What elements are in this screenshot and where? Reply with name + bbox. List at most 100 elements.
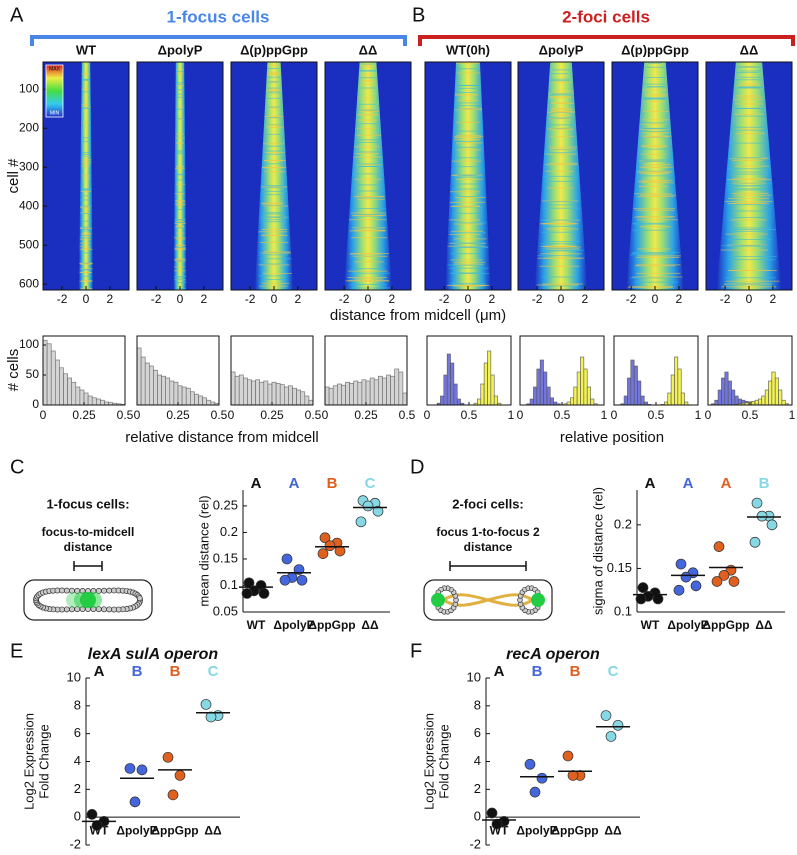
data-point bbox=[637, 582, 649, 593]
histogram-bar bbox=[580, 356, 585, 406]
y-tick-label: 100 bbox=[19, 81, 39, 95]
histogram-bar bbox=[336, 383, 342, 406]
significance-letter: A bbox=[494, 663, 505, 680]
x-tick-label: 1 bbox=[789, 408, 796, 422]
data-point bbox=[652, 593, 664, 605]
histogram-bar bbox=[161, 375, 167, 406]
x-tick-label: ΔpolyP bbox=[516, 823, 557, 837]
histogram-bar bbox=[100, 399, 105, 406]
y-tick-label: 0.1 bbox=[614, 603, 632, 618]
data-point bbox=[296, 574, 308, 586]
x-tick-label: ΔΔ bbox=[755, 618, 773, 632]
chromosome-bead bbox=[106, 587, 113, 594]
histogram-frame bbox=[519, 335, 605, 406]
histogram-bar bbox=[764, 389, 769, 406]
y-tick-label: 500 bbox=[19, 237, 39, 251]
x-tick-label: 0.5 bbox=[554, 408, 571, 422]
distance-bracket bbox=[449, 561, 527, 571]
histogram-bar bbox=[483, 362, 488, 406]
histogram-bar bbox=[63, 373, 68, 406]
heatmap-title: WT(0h) bbox=[446, 42, 490, 57]
chromosome-bead bbox=[106, 606, 113, 613]
data-point bbox=[690, 580, 702, 592]
chromosome-bead bbox=[101, 606, 108, 613]
x-tick-label: -2 bbox=[245, 292, 256, 306]
y-tick-label: 200 bbox=[19, 120, 39, 134]
header: 2-foci cells bbox=[562, 7, 650, 26]
data-point bbox=[243, 577, 255, 589]
histogram-bar bbox=[570, 397, 575, 406]
cartoon-caption: focus-to-midcell bbox=[42, 525, 135, 539]
histogram-bar bbox=[349, 383, 355, 406]
histogram-bar bbox=[717, 389, 722, 406]
histogram-bar bbox=[59, 367, 64, 406]
histogram-bar bbox=[149, 365, 154, 406]
x-tick-label: ΔΔ bbox=[604, 823, 622, 837]
histogram-bar bbox=[751, 401, 756, 406]
histogram-bar bbox=[365, 380, 371, 406]
histogram-bar bbox=[714, 399, 719, 406]
heatmap-title: WT bbox=[76, 42, 96, 57]
x-tick-label: ΔpolyP bbox=[116, 823, 157, 837]
histogram-bar bbox=[202, 397, 208, 406]
x-tick-label: 0 bbox=[40, 408, 47, 422]
data-point bbox=[605, 731, 617, 742]
data-point bbox=[86, 809, 98, 820]
y-axis-label: Fold Change bbox=[36, 724, 51, 798]
x-tick-label: 2 bbox=[295, 292, 302, 306]
y-axis-label: Log2 Expression bbox=[21, 713, 36, 810]
histogram-bar bbox=[758, 398, 763, 406]
histogram-bar bbox=[583, 368, 588, 406]
x-tick-label: 0.5 bbox=[117, 408, 134, 422]
x-tick-label: 0 bbox=[271, 292, 278, 306]
y-tick-label: 0.15 bbox=[607, 560, 632, 575]
x-tick-label: 0.5 bbox=[742, 408, 759, 422]
significance-letter: A bbox=[645, 475, 656, 492]
histogram-bar bbox=[774, 377, 779, 406]
histogram-bar bbox=[382, 377, 387, 406]
histogram-bar bbox=[771, 371, 776, 406]
heatmap-title: Δ(p)ppGpp bbox=[621, 42, 689, 57]
y-tick-label: 0.05 bbox=[213, 603, 238, 618]
x-tick-label: 0 bbox=[517, 408, 524, 422]
x-tick-label: -2 bbox=[626, 292, 637, 306]
data-point bbox=[749, 536, 761, 548]
histogram-bar bbox=[450, 362, 455, 406]
significance-letter: A bbox=[94, 663, 105, 680]
x-tick-label: 2 bbox=[389, 292, 396, 306]
significance-letter: B bbox=[327, 475, 338, 492]
x-tick-label: 1 bbox=[601, 408, 608, 422]
histogram-bar bbox=[394, 368, 400, 406]
histogram-bar bbox=[721, 377, 726, 406]
data-point bbox=[635, 593, 647, 605]
significance-letter: A bbox=[683, 475, 694, 492]
histogram-bar bbox=[373, 379, 379, 406]
y-tick-label: 4 bbox=[74, 753, 81, 768]
focus bbox=[431, 593, 445, 607]
significance-letter: B bbox=[532, 663, 543, 680]
histogram-bar bbox=[238, 374, 244, 406]
data-point bbox=[567, 770, 579, 781]
data-point bbox=[136, 764, 148, 776]
y-tick-label: 0.15 bbox=[213, 550, 238, 565]
chart-title: lexA sulA operon bbox=[88, 646, 219, 663]
x-tick-label: 0.25 bbox=[72, 408, 96, 422]
x-tick-label: 1 bbox=[695, 408, 702, 422]
histogram-bar bbox=[446, 353, 451, 406]
y-tick-label: 400 bbox=[19, 198, 39, 212]
histogram-bar bbox=[136, 347, 142, 406]
histogram-bar bbox=[308, 399, 314, 406]
histogram-bar bbox=[198, 395, 203, 406]
histogram-bar bbox=[243, 377, 248, 406]
histogram-bar bbox=[549, 397, 554, 406]
histogram-bar bbox=[402, 392, 408, 406]
x-axis-label: distance from midcell (μm) bbox=[330, 307, 506, 324]
histogram-frame bbox=[426, 335, 512, 406]
x-tick-label: 0.5 bbox=[305, 408, 322, 422]
x-tick-label: ΔpolyP bbox=[273, 618, 314, 632]
y-tick-label: 0 bbox=[74, 809, 81, 824]
histogram-bar bbox=[332, 385, 338, 406]
histogram-bar bbox=[263, 380, 269, 406]
x-axis-label: relative distance from midcell bbox=[125, 429, 318, 446]
